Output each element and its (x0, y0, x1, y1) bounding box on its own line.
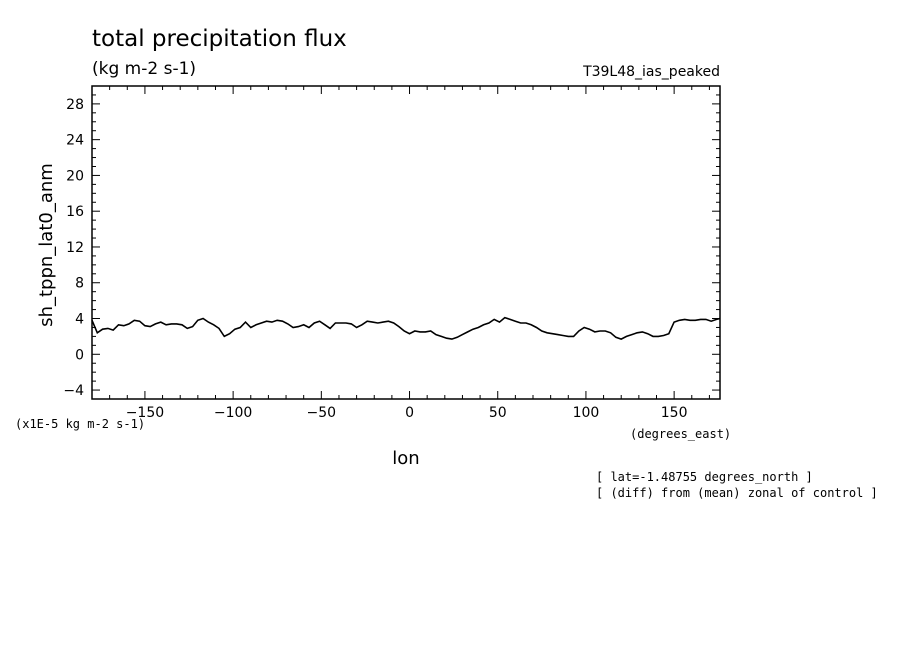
y-tick-label: 24 (66, 133, 84, 149)
scale-note: (x1E-5 kg m-2 s-1) (15, 417, 145, 431)
x-tick-label: −50 (307, 405, 337, 421)
y-tick-label: 16 (66, 204, 84, 220)
y-tick-label: 0 (75, 347, 84, 363)
y-tick-label: 8 (75, 276, 84, 292)
x-tick-label: 50 (489, 405, 507, 421)
note-latitude: [ lat=-1.48755 degrees_north ] (596, 470, 813, 484)
y-axis-label: sh_tppn_lat0_anm (36, 163, 57, 327)
x-tick-label: −100 (214, 405, 252, 421)
x-tick-label: −150 (126, 405, 164, 421)
chart-title: total precipitation flux (92, 26, 347, 52)
y-axis-ticks: −4 0 4 8 12 16 20 24 28 (63, 97, 720, 399)
x-tick-label: 0 (405, 405, 414, 421)
note-diff: [ (diff) from (mean) zonal of control ] (596, 486, 878, 500)
series-line (91, 316, 721, 340)
x-tick-label: 150 (661, 405, 688, 421)
x-units: (degrees_east) (630, 427, 731, 441)
y-tick-label: 12 (66, 240, 84, 256)
x-tick-label: 100 (573, 405, 600, 421)
plot-frame (91, 85, 721, 400)
chart-units: (kg m-2 s-1) (92, 59, 196, 79)
y-axis-minor-ticks (92, 85, 720, 400)
y-tick-label: 20 (66, 168, 84, 184)
y-tick-label: 28 (66, 97, 84, 113)
y-tick-label: 4 (75, 312, 84, 328)
y-tick-label: −4 (63, 383, 84, 399)
x-axis-minor-ticks (109, 86, 710, 399)
x-axis-label: lon (392, 448, 419, 469)
run-label: T39L48_ias_peaked (582, 64, 720, 80)
x-axis-ticks: −150 −100 −50 0 50 100 150 (126, 86, 688, 421)
